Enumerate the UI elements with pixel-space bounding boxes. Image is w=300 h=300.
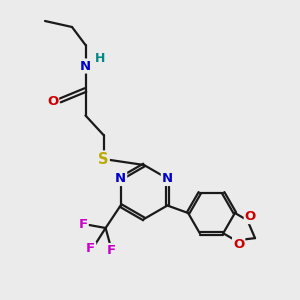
Text: N: N (162, 172, 173, 185)
Text: H: H (95, 52, 106, 65)
Text: O: O (245, 210, 256, 223)
Text: O: O (233, 238, 244, 250)
Text: F: F (86, 242, 95, 256)
Text: O: O (47, 95, 58, 109)
Text: N: N (80, 59, 91, 73)
Text: F: F (79, 218, 88, 232)
Text: F: F (107, 244, 116, 257)
Text: N: N (115, 172, 126, 185)
Text: S: S (98, 152, 109, 166)
